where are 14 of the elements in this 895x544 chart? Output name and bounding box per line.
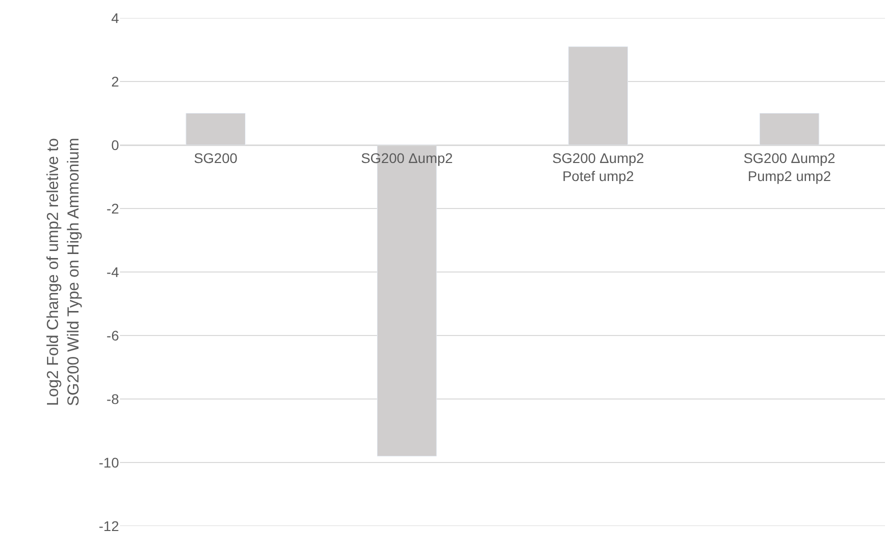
x-tick-label: SG200 Δump2: [360, 150, 454, 166]
y-axis-title: Log2 Fold Change of ump2 reletive to SG200 Wild Type on High Ammonium: [44, 138, 83, 406]
x-tick-label: SG200 Δump2 Potef ump2: [552, 150, 644, 184]
y-tick-label: 2: [111, 73, 120, 90]
y-tick-label: -6: [106, 327, 120, 344]
y-tick-label: 0: [111, 136, 120, 153]
y-tick-label: -8: [106, 390, 120, 407]
y-tick-label: -12: [98, 518, 120, 534]
y-tick-label: -4: [106, 264, 120, 280]
x-tick-label: SG200 Δump2 Pump2 ump2: [743, 150, 836, 184]
x-tick-label: SG200: [194, 150, 238, 166]
y-tick-label: -2: [106, 200, 120, 216]
y-tick-label: -10: [98, 454, 120, 470]
y-tick-label: 4: [111, 10, 120, 26]
